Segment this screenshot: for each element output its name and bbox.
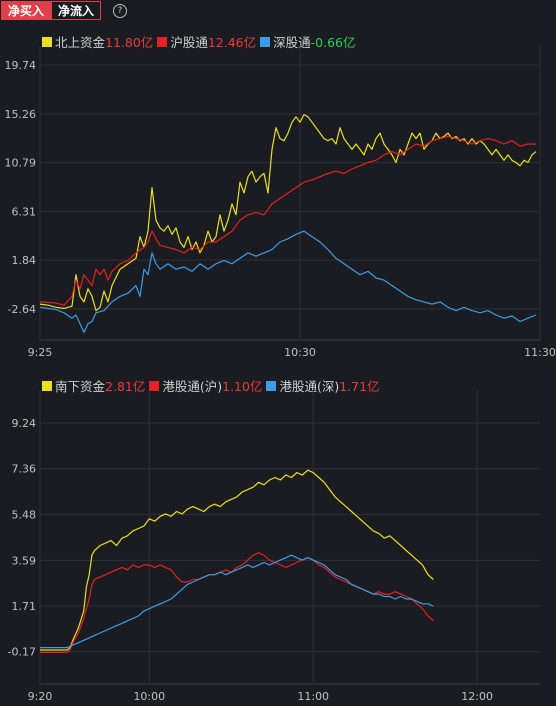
y-tick-label: 5.48 xyxy=(12,508,37,521)
legend-label-northbound: 北上资金 xyxy=(55,35,106,50)
question-circle-icon[interactable]: ? xyxy=(113,4,127,18)
northbound-chart: 19.74 15.26 10.79 6.31 1.84 -2.64 9:25 10:30 11:… xyxy=(5,46,556,359)
legend-swatch-shanghai-connect xyxy=(157,36,168,47)
y-tick-label: 15.26 xyxy=(5,108,37,121)
series-line-2-1 xyxy=(40,552,434,653)
series-line-2-0 xyxy=(40,469,434,651)
legend-label-shanghai-connect: 沪股通 xyxy=(170,35,208,50)
legend-swatch-hk-connect-sh xyxy=(149,380,160,391)
y-tick-label: -2.64 xyxy=(8,303,36,316)
chart1-legend: 北上资金 11.80亿 沪股通 12.46亿 深股通 -0.66亿 xyxy=(42,32,359,51)
y-tick-label: 3.59 xyxy=(12,554,37,567)
y-tick-label: 1.84 xyxy=(12,254,37,267)
series-line-1-1 xyxy=(39,135,536,306)
x-tick-label: 10:00 xyxy=(133,690,165,703)
y-tick-label: 10.79 xyxy=(5,157,37,170)
x-tick-label: 12:00 xyxy=(461,690,493,703)
legend-swatch-southbound xyxy=(42,380,52,391)
legend-swatch-shenzhen-connect xyxy=(260,36,271,47)
chart2-legend: 南下资金 2.81亿 港股通(沪) 1.10亿 港股通(深) 1.71亿 xyxy=(42,376,384,395)
legend-swatch-hk-connect-sz xyxy=(266,380,277,391)
legend-label-hk-connect-sz: 港股通(深) xyxy=(279,379,340,394)
legend-hk-connect-sz: 港股通(深) 1.71亿 xyxy=(266,376,380,395)
series-line-1-2 xyxy=(39,230,537,333)
legend-label-shenzhen-connect: 深股通 xyxy=(273,35,311,50)
y-tick-label: -0.17 xyxy=(8,646,36,659)
y-tick-label: 19.74 xyxy=(5,59,37,72)
legend-label-southbound: 南下资金 xyxy=(55,379,106,394)
y-tick-label: 7.36 xyxy=(12,463,37,476)
legend-swatch-northbound xyxy=(42,36,52,47)
legend-shanghai-connect: 沪股通 12.46亿 xyxy=(157,32,256,51)
legend-value-shanghai-connect: 12.46亿 xyxy=(207,35,257,50)
y-tick-label: 9.24 xyxy=(12,417,37,430)
legend-value-northbound: 11.80亿 xyxy=(105,35,154,50)
tab-net-inflow[interactable]: 净流入 xyxy=(51,1,102,20)
tab-group: 净买入 净流入 xyxy=(1,1,102,21)
legend-value-southbound: 2.81亿 xyxy=(105,379,146,394)
legend-label-hk-connect-sh: 港股通(沪) xyxy=(162,379,223,394)
legend-shenzhen-connect: 深股通 -0.66亿 xyxy=(260,32,355,51)
legend-northbound: 北上资金 11.80亿 xyxy=(42,32,153,51)
x-tick-label: 11:30 xyxy=(524,346,556,359)
tab-net-buy[interactable]: 净买入 xyxy=(1,1,52,20)
legend-value-hk-connect-sz: 1.71亿 xyxy=(339,379,380,394)
y-tick-label: 1.71 xyxy=(12,600,37,613)
x-tick-label: 10:30 xyxy=(284,346,316,359)
x-tick-label: 11:00 xyxy=(297,690,329,703)
legend-value-hk-connect-sh: 1.10亿 xyxy=(222,379,263,394)
series-line-2-2 xyxy=(40,554,434,649)
legend-southbound: 南下资金 2.81亿 xyxy=(42,376,145,395)
x-tick-label: 9:20 xyxy=(28,690,53,703)
legend-value-shenzhen-connect: -0.66亿 xyxy=(310,35,356,50)
x-tick-label: 9:25 xyxy=(28,346,53,359)
legend-hk-connect-sh: 港股通(沪) 1.10亿 xyxy=(149,376,262,395)
y-tick-label: 6.31 xyxy=(12,205,37,218)
